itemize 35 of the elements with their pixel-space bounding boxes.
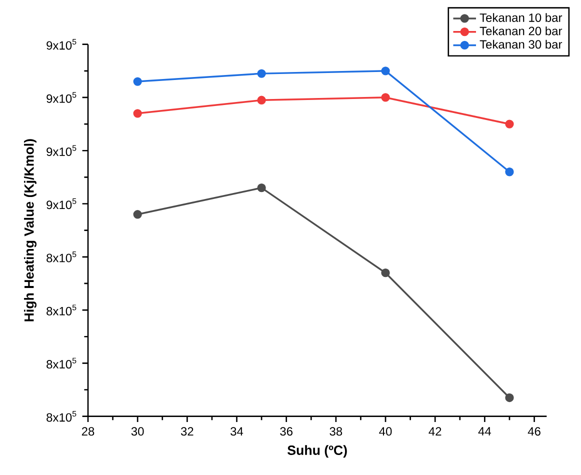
- x-tick-label: 32: [180, 427, 194, 436]
- x-tick-label: 36: [280, 427, 292, 436]
- x-tick-label: 28: [82, 427, 94, 436]
- y-axis-title: High Heating Value (Kj/Kmol): [24, 139, 37, 322]
- y-tick-label: 9x10$^{5}$: [46, 145, 76, 156]
- y-tick-label: 9x10$^{5}$: [46, 92, 76, 103]
- point: [257, 96, 266, 104]
- x-tick-label: 46: [528, 427, 540, 436]
- y-tick-label: 9x10$^{5}$: [46, 198, 76, 210]
- x-tick-label: 42: [428, 427, 442, 436]
- legend-label: Tekanan 10 bar: [480, 13, 562, 22]
- x-tick-label: 44: [478, 427, 492, 436]
- point: [381, 93, 390, 102]
- y-tick-label: 8x10$^{5}$: [46, 304, 76, 316]
- y-tick-label: 9x10$^{5}$: [46, 38, 76, 50]
- x-tick-label: 40: [379, 427, 392, 436]
- point: [381, 66, 390, 76]
- y-tick-label: 8x10$^{5}$: [46, 252, 76, 262]
- point: [257, 69, 266, 78]
- x-tick-label: 34: [230, 427, 244, 436]
- point: [505, 393, 514, 402]
- x-tick-label: 30: [131, 427, 144, 436]
- point: [133, 210, 142, 219]
- y-tick-label: 8x10$^{5}$: [46, 410, 76, 422]
- x-tick-label: 38: [330, 427, 342, 436]
- legend-label: Tekanan 30 bar: [480, 40, 562, 49]
- legend-label: Tekanan 20 bar: [480, 26, 562, 36]
- point: [133, 109, 142, 118]
- point: [257, 183, 266, 192]
- y-tick-label: 8x10$^{5}$: [46, 358, 76, 369]
- x-axis-title: Suhu (ºC): [288, 445, 347, 458]
- point: [381, 268, 390, 278]
- point: [505, 120, 514, 128]
- point: [505, 168, 514, 176]
- point: [133, 77, 142, 86]
